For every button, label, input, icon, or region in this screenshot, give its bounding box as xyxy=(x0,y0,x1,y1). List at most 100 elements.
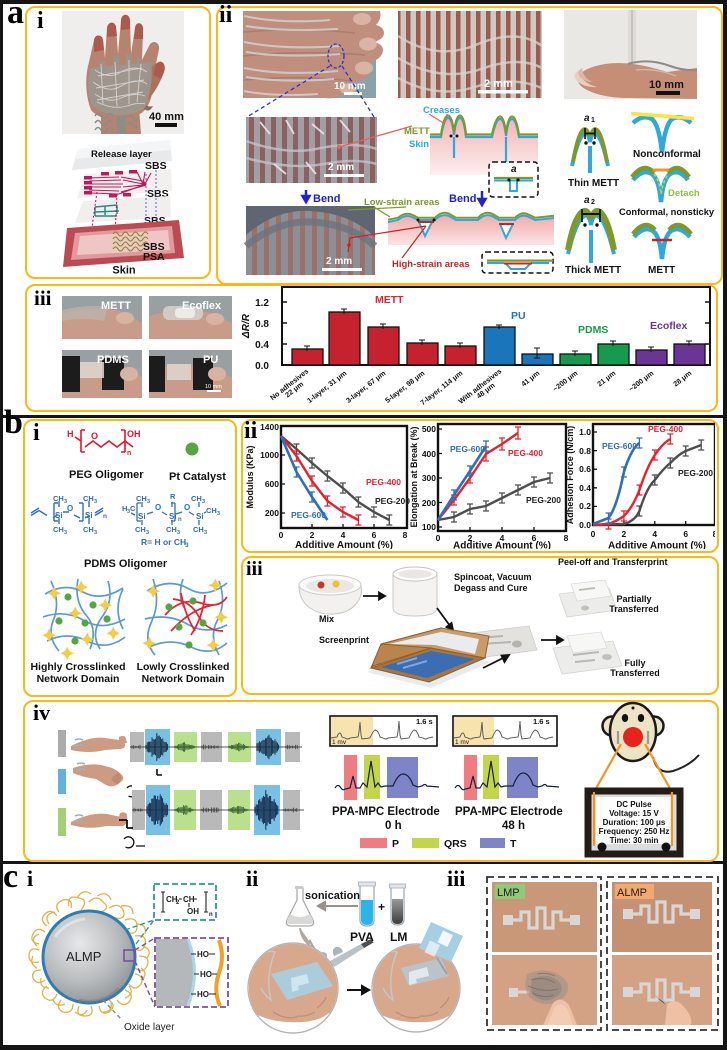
svg-text:Si: Si xyxy=(55,511,63,520)
svg-text:Si: Si xyxy=(138,512,146,521)
svg-text:CH: CH xyxy=(83,494,94,503)
svg-text:ΔR/R: ΔR/R xyxy=(241,313,252,339)
svg-text:Oxide layer: Oxide layer xyxy=(124,1022,175,1033)
svg-text:CH: CH xyxy=(183,895,195,904)
svg-text:O: O xyxy=(67,504,73,513)
svg-text:10 mm: 10 mm xyxy=(649,79,684,91)
svg-text:0: 0 xyxy=(591,529,596,539)
svg-text:PEG-600: PEG-600 xyxy=(602,441,637,451)
svg-text:~200 μm: ~200 μm xyxy=(627,368,655,393)
svg-text:3-layer, 67 μm: 3-layer, 67 μm xyxy=(344,368,387,404)
svg-text:0.8: 0.8 xyxy=(579,446,591,456)
svg-text:Elongation at Break (%): Elongation at Break (%) xyxy=(409,426,419,527)
svg-text:+: + xyxy=(378,900,385,914)
svg-text:a: a xyxy=(584,195,590,206)
svg-text:PEG-600: PEG-600 xyxy=(450,444,485,454)
svg-text:1: 1 xyxy=(591,117,595,124)
svg-text:Mix: Mix xyxy=(319,614,334,624)
svg-text:Degass and Cure: Degass and Cure xyxy=(454,583,528,593)
svg-text:H: H xyxy=(122,504,127,513)
svg-text:ALMP: ALMP xyxy=(617,887,647,899)
svg-text:Si: Si xyxy=(85,511,93,520)
svg-text:HO: HO xyxy=(200,970,212,979)
svg-text:3: 3 xyxy=(64,499,67,505)
svg-text:3: 3 xyxy=(185,542,189,549)
svg-text:2: 2 xyxy=(310,530,315,540)
svg-text:3: 3 xyxy=(147,499,150,505)
svg-text:Spincoat, Vacuum: Spincoat, Vacuum xyxy=(454,572,532,582)
svg-text:4: 4 xyxy=(500,533,505,543)
svg-text:0.4: 0.4 xyxy=(255,340,269,351)
svg-text:CH: CH xyxy=(136,494,147,503)
svg-text:2 mm: 2 mm xyxy=(484,78,513,90)
svg-text:ALMP: ALMP xyxy=(66,949,101,964)
svg-text:PEG-200: PEG-200 xyxy=(678,468,713,478)
svg-text:0.0: 0.0 xyxy=(255,361,269,372)
svg-text:OH: OH xyxy=(187,907,199,916)
svg-text:CH: CH xyxy=(191,494,202,503)
svg-text:PEG-400: PEG-400 xyxy=(366,477,401,487)
svg-text:Si: Si xyxy=(196,512,204,521)
svg-text:3: 3 xyxy=(94,499,97,505)
svg-text:PEG-400: PEG-400 xyxy=(508,448,543,458)
svg-text:HO: HO xyxy=(197,950,209,959)
svg-text:O: O xyxy=(91,431,98,441)
svg-text:6: 6 xyxy=(372,530,377,540)
svg-text:PEG Oligomer: PEG Oligomer xyxy=(69,469,144,481)
svg-text:Release layer: Release layer xyxy=(91,149,152,160)
svg-text:PPA-MPC Electrode: PPA-MPC Electrode xyxy=(332,806,440,818)
svg-text:4: 4 xyxy=(652,529,657,539)
svg-text:Pt Catalyst: Pt Catalyst xyxy=(169,471,226,483)
svg-text:3: 3 xyxy=(127,509,130,515)
svg-text:O: O xyxy=(184,503,190,512)
svg-text:8: 8 xyxy=(564,533,569,543)
svg-text:2 mm: 2 mm xyxy=(326,256,352,267)
svg-text:Ecoflex: Ecoflex xyxy=(182,300,222,312)
svg-text:Additive Amount (%): Additive Amount (%) xyxy=(295,540,393,549)
svg-text:PU: PU xyxy=(511,310,526,322)
svg-text:Frequency: 250 Hz: Frequency: 250 Hz xyxy=(599,827,670,836)
svg-text:PEG-200: PEG-200 xyxy=(375,496,410,506)
svg-text:6: 6 xyxy=(532,533,537,543)
svg-text:21 μm: 21 μm xyxy=(595,368,617,388)
svg-text:2: 2 xyxy=(591,199,595,206)
svg-text:Modulus (KPa): Modulus (KPa) xyxy=(245,446,255,509)
svg-text:100: 100 xyxy=(422,522,436,532)
svg-text:40 mm: 40 mm xyxy=(149,111,184,123)
svg-text:With adhesives48 μm: With adhesives48 μm xyxy=(457,366,508,408)
svg-text:2: 2 xyxy=(622,529,627,539)
svg-text:n: n xyxy=(209,912,213,918)
svg-text:C: C xyxy=(130,504,136,513)
svg-text:CH: CH xyxy=(53,494,64,503)
svg-text:1 mv: 1 mv xyxy=(332,739,347,746)
svg-text:CH: CH xyxy=(166,895,178,904)
svg-text:PDMS: PDMS xyxy=(97,354,129,366)
svg-text:0.2: 0.2 xyxy=(579,501,591,511)
svg-text:Voltage: 15 V: Voltage: 15 V xyxy=(609,809,659,818)
svg-text:n: n xyxy=(178,517,182,523)
svg-text:R= H or CH: R= H or CH xyxy=(141,537,186,547)
svg-text:Time: 30 min: Time: 30 min xyxy=(610,836,659,845)
svg-text:Additive Amount (%): Additive Amount (%) xyxy=(608,541,706,550)
svg-text:3: 3 xyxy=(177,530,180,536)
svg-text:0.0: 0.0 xyxy=(579,520,591,530)
svg-text:0 h: 0 h xyxy=(385,820,402,832)
svg-text:0.4: 0.4 xyxy=(579,483,591,493)
svg-text:R: R xyxy=(170,492,176,501)
svg-text:OH: OH xyxy=(127,429,141,439)
svg-text:1.2: 1.2 xyxy=(255,298,269,309)
svg-text:4: 4 xyxy=(341,530,346,540)
svg-text:1400: 1400 xyxy=(260,422,279,432)
svg-text:Bend: Bend xyxy=(449,193,477,205)
svg-text:0.8: 0.8 xyxy=(255,319,269,330)
svg-text:1-layer, 31 μm: 1-layer, 31 μm xyxy=(305,368,348,404)
svg-text:Nonconformal: Nonconformal xyxy=(633,149,701,160)
svg-text:10 mm: 10 mm xyxy=(334,81,366,92)
svg-text:PDMS: PDMS xyxy=(578,324,608,336)
svg-text:CH: CH xyxy=(83,525,94,534)
svg-text:28 μm: 28 μm xyxy=(671,368,693,388)
svg-text:H: H xyxy=(67,429,74,439)
svg-text:a: a xyxy=(511,164,517,175)
svg-text:Skin: Skin xyxy=(112,265,136,276)
